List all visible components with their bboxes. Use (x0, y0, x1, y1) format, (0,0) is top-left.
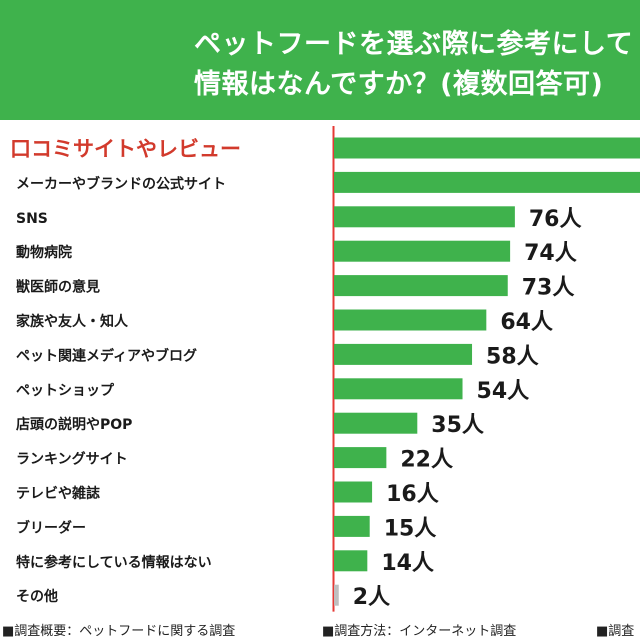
bar (334, 206, 515, 228)
category-label: 家族や友人・知人 (16, 313, 129, 330)
value-label: 76人 (529, 207, 582, 232)
bar (334, 515, 370, 537)
bar (334, 481, 373, 503)
footer-survey-method: ■調査方法：インターネット調査 (322, 624, 517, 639)
value-label: 15人 (384, 516, 437, 541)
category-label: 獣医師の意見 (16, 279, 100, 296)
category-label: その他 (16, 588, 58, 605)
category-label: ブリーダー (16, 519, 86, 536)
value-label: 74人 (524, 241, 577, 266)
value-label: 16人 (386, 482, 439, 507)
bar (334, 275, 508, 297)
category-label: ランキングサイト (16, 451, 128, 468)
bar (334, 171, 640, 193)
category-label: 動物病院 (16, 244, 72, 261)
footer-survey-summary: ■調査概要：ペットフードに関する調査 (2, 624, 236, 639)
bar (334, 343, 473, 365)
bar (334, 447, 387, 469)
value-label: 73人 (522, 276, 575, 301)
bar (334, 137, 640, 159)
category-label: SNS (16, 211, 48, 227)
category-label: ペット関連メディアやブログ (16, 347, 197, 364)
bar (334, 378, 463, 400)
title-line-2: 情報はなんですか？(複数回答可) (194, 69, 604, 100)
bar (334, 240, 511, 262)
footer-survey-extra: ■調査 (596, 624, 635, 639)
bar (334, 309, 487, 331)
title-line-1: ペットフードを選ぶ際に参考にして (194, 29, 634, 60)
category-label: 特に参考にしている情報はない (16, 554, 212, 571)
value-label: 14人 (381, 551, 434, 576)
footer-notes: ■調査概要：ペットフードに関する調査 ■調査方法：インターネット調査 ■調査 (0, 616, 640, 640)
value-label: 58人 (486, 344, 539, 369)
value-label: 54人 (477, 379, 530, 404)
category-label: 店頭の説明やPOP (16, 416, 132, 433)
category-label: メーカーやブランドの公式サイト (16, 175, 226, 192)
bar (334, 412, 418, 434)
category-label: テレビや雑誌 (16, 485, 100, 502)
category-label: ペットショップ (16, 383, 115, 399)
title-banner: ペットフードを選ぶ際に参考にして 情報はなんですか？(複数回答可) (0, 0, 640, 120)
bar (334, 550, 368, 572)
bar (334, 584, 339, 606)
value-label: 2人 (353, 585, 390, 610)
category-label: 口コミサイトやレビュー (10, 137, 241, 161)
value-label: 64人 (500, 310, 553, 335)
value-label: 35人 (431, 413, 484, 438)
value-label: 22人 (400, 448, 453, 473)
